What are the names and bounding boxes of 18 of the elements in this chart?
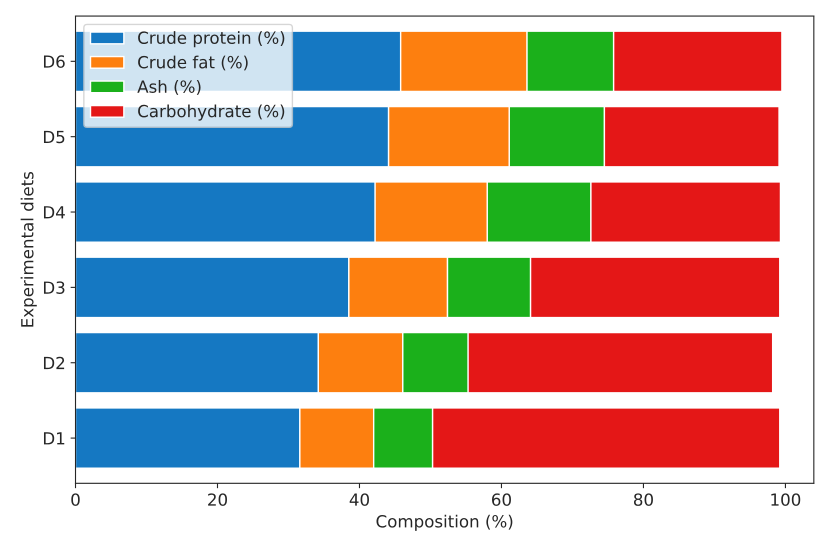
y-tick-label: D5 xyxy=(44,130,64,144)
x-axis-title: Composition (%) xyxy=(376,514,512,531)
x-tick-label: 40 xyxy=(350,493,369,506)
y-tick-label: D3 xyxy=(44,281,64,294)
x-tick-label: 100 xyxy=(771,493,800,506)
y-axis-title: Experimental diets xyxy=(20,172,37,327)
y-tick-label: D6 xyxy=(44,55,65,68)
legend-label: Crude fat (%) xyxy=(138,56,248,70)
y-tick-label: D1 xyxy=(44,432,64,444)
x-tick-label: 80 xyxy=(634,493,653,506)
legend-label: Carbohydrate (%) xyxy=(138,104,284,121)
x-tick-label: 0 xyxy=(71,493,80,506)
y-tick-label: D4 xyxy=(44,206,65,218)
x-tick-label: 20 xyxy=(208,493,227,506)
x-tick-label: 60 xyxy=(492,493,511,506)
legend-label: Ash (%) xyxy=(137,80,201,95)
legend-label: Crude protein (%) xyxy=(138,31,284,48)
y-tick-label: D2 xyxy=(44,356,64,370)
